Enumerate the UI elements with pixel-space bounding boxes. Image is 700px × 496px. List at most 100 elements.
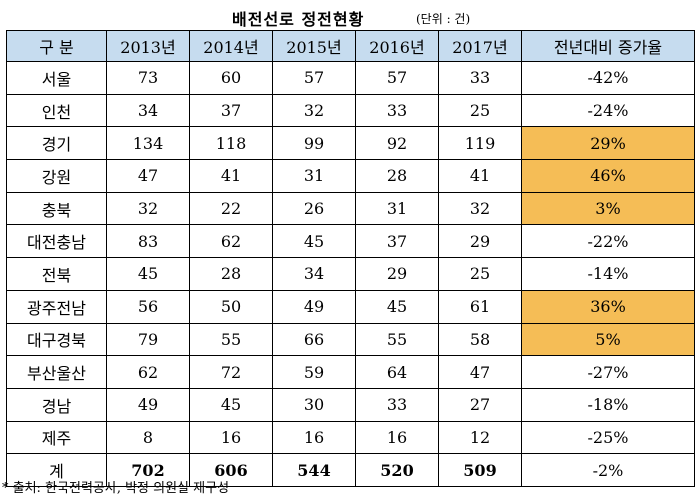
value-cell: 16 <box>355 420 439 455</box>
header-category: 구 분 <box>6 30 107 62</box>
region-cell: 인천 <box>6 93 107 128</box>
value-cell: 41 <box>189 159 273 193</box>
header-year: 2017년 <box>438 30 522 62</box>
value-cell: 49 <box>272 289 356 324</box>
region-cell: 제주 <box>6 420 107 455</box>
value-cell: 47 <box>106 159 190 193</box>
value-cell: 37 <box>355 224 439 259</box>
table-row: 대전충남 83 62 45 37 29 -22% <box>6 224 695 259</box>
table-title: 배전선로 정전현황 <box>232 10 365 29</box>
value-cell: 16 <box>272 420 356 455</box>
value-cell: 49 <box>106 387 190 422</box>
total-value-cell: 509 <box>438 453 522 487</box>
value-cell: 28 <box>189 257 273 291</box>
value-cell: 29 <box>355 257 439 291</box>
value-cell: 33 <box>438 61 522 95</box>
growth-rate-cell: -22% <box>521 224 695 259</box>
total-value-cell: 544 <box>272 453 356 487</box>
value-cell: 62 <box>106 355 190 389</box>
region-cell: 전북 <box>6 257 107 291</box>
value-cell: 134 <box>106 126 190 161</box>
value-cell: 45 <box>355 289 439 324</box>
growth-rate-cell: 5% <box>521 322 695 357</box>
value-cell: 50 <box>189 289 273 324</box>
value-cell: 45 <box>189 387 273 422</box>
value-cell: 62 <box>189 224 273 259</box>
value-cell: 60 <box>189 61 273 95</box>
unit-note: (단위 : 건) <box>416 12 471 26</box>
value-cell: 26 <box>272 191 356 226</box>
value-cell: 41 <box>438 159 522 193</box>
value-cell: 33 <box>355 387 439 422</box>
table-row: 충북 32 22 26 31 32 3% <box>6 191 695 226</box>
title-row: 배전선로 정전현황 (단위 : 건) <box>0 6 700 29</box>
table-row: 전북 45 28 34 29 25 -14% <box>6 257 695 291</box>
growth-rate-cell: -14% <box>521 257 695 291</box>
value-cell: 25 <box>438 93 522 128</box>
growth-rate-cell: -18% <box>521 387 695 422</box>
region-cell: 서울 <box>6 61 107 95</box>
region-cell: 경기 <box>6 126 107 161</box>
growth-rate-cell: -42% <box>521 61 695 95</box>
header-growth-rate: 전년대비 증가율 <box>521 30 695 62</box>
value-cell: 28 <box>355 159 439 193</box>
value-cell: 8 <box>106 420 190 455</box>
region-cell: 대구경북 <box>6 322 107 357</box>
value-cell: 66 <box>272 322 356 357</box>
header-year: 2015년 <box>272 30 356 62</box>
outage-table: 구 분 2013년 2014년 2015년 2016년 2017년 전년대비 증가율 서울 7… <box>6 30 695 487</box>
value-cell: 55 <box>189 322 273 357</box>
value-cell: 45 <box>106 257 190 291</box>
source-note: * 출처: 한국전력공사, 박정 의원실 재구성 <box>2 481 230 496</box>
value-cell: 34 <box>106 93 190 128</box>
value-cell: 32 <box>106 191 190 226</box>
header-year: 2013년 <box>106 30 190 62</box>
value-cell: 32 <box>438 191 522 226</box>
value-cell: 25 <box>438 257 522 291</box>
region-cell: 부산울산 <box>6 355 107 389</box>
total-value-cell: 702 <box>106 453 190 487</box>
total-row: 계 702 606 544 520 509 -2% <box>6 453 695 487</box>
table-header: 구 분 2013년 2014년 2015년 2016년 2017년 전년대비 증가율 <box>6 30 695 62</box>
value-cell: 55 <box>355 322 439 357</box>
value-cell: 83 <box>106 224 190 259</box>
value-cell: 45 <box>272 224 356 259</box>
region-cell: 충북 <box>6 191 107 226</box>
value-cell: 31 <box>355 191 439 226</box>
value-cell: 37 <box>189 93 273 128</box>
value-cell: 61 <box>438 289 522 324</box>
growth-rate-cell: -27% <box>521 355 695 389</box>
table-row: 제주 8 16 16 16 12 -25% <box>6 420 695 455</box>
table-row: 대구경북 79 55 66 55 58 5% <box>6 322 695 357</box>
value-cell: 30 <box>272 387 356 422</box>
value-cell: 73 <box>106 61 190 95</box>
value-cell: 59 <box>272 355 356 389</box>
value-cell: 72 <box>189 355 273 389</box>
value-cell: 56 <box>106 289 190 324</box>
header-year: 2014년 <box>189 30 273 62</box>
growth-rate-cell: -24% <box>521 93 695 128</box>
value-cell: 64 <box>355 355 439 389</box>
table-row: 경기 134 118 99 92 119 29% <box>6 126 695 161</box>
growth-rate-cell: 3% <box>521 191 695 226</box>
growth-rate-cell: -25% <box>521 420 695 455</box>
value-cell: 29 <box>438 224 522 259</box>
table-row: 부산울산 62 72 59 64 47 -27% <box>6 355 695 389</box>
region-cell: 광주전남 <box>6 289 107 324</box>
value-cell: 58 <box>438 322 522 357</box>
value-cell: 16 <box>189 420 273 455</box>
value-cell: 118 <box>189 126 273 161</box>
table-row: 인천 34 37 32 33 25 -24% <box>6 93 695 128</box>
total-label-cell: 계 <box>6 453 107 487</box>
region-cell: 대전충남 <box>6 224 107 259</box>
growth-rate-cell: 36% <box>521 289 695 324</box>
value-cell: 12 <box>438 420 522 455</box>
growth-rate-cell: 29% <box>521 126 695 161</box>
value-cell: 22 <box>189 191 273 226</box>
value-cell: 47 <box>438 355 522 389</box>
table-body: 서울 73 60 57 57 33 -42% 인천 34 37 32 33 25 -24% 경기 134 118… <box>6 61 695 487</box>
value-cell: 99 <box>272 126 356 161</box>
table-row: 서울 73 60 57 57 33 -42% <box>6 61 695 95</box>
header-row: 구 분 2013년 2014년 2015년 2016년 2017년 전년대비 증가율 <box>6 30 695 62</box>
value-cell: 31 <box>272 159 356 193</box>
